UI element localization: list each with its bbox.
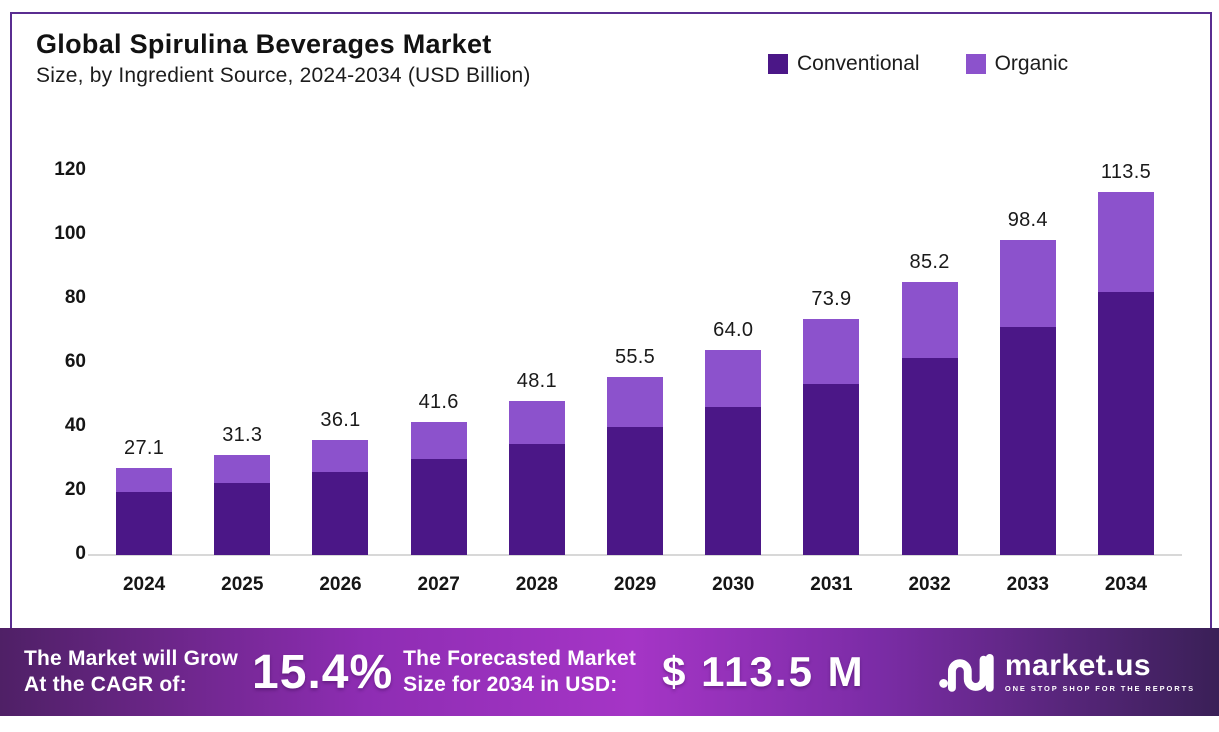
y-axis: 0 20 40 60 80 100 120 [30,0,86,620]
legend-item-conventional: Conventional [768,52,920,76]
bar-2027-organic-segment [410,421,467,459]
bar-2033: 98.4 [979,150,1077,555]
bar-2027: 41.6 [390,150,488,555]
bottom-banner: The Market will Grow At the CAGR of: 15.… [0,628,1219,716]
bar-2025-conventional-segment [214,482,271,555]
x-label-2032: 2032 [908,574,951,595]
cagr-label: The Market will Grow At the CAGR of: [24,646,239,696]
bar-2024-organic-segment [116,468,173,493]
page-title: Global Spirulina Beverages Market [36,29,492,59]
bar-2034-organic-segment [1097,191,1154,292]
y-tick-80: 80 [64,287,86,308]
y-tick-120: 120 [54,159,86,180]
bar-value-label-2027: 41.6 [418,390,459,413]
x-label-2034: 2034 [1104,574,1148,595]
bar-2034: 113.5 [1077,150,1175,555]
bar-2029: 55.5 [586,150,684,555]
bar-2024: 27.1 [95,150,193,555]
forecast-value: $ 113.5 M [662,648,865,695]
bar-2025: 31.3 [193,150,291,555]
x-axis-labels: 2024 2025 2026 2027 2028 2029 2030 2031 2032 2033… [95,574,1175,596]
bar-chart-plot-area: 27.1 31.3 36.1 41.6 48.1 55.5 64.0 73.9 85.2 98.4… [95,150,1175,555]
forecast-label: The Forecasted Market Size for 2034 in U… [403,646,637,696]
bar-value-label-2029: 55.5 [614,346,656,369]
y-tick-60: 60 [64,351,86,372]
y-tick-40: 40 [64,415,86,436]
conventional-swatch-icon [768,54,788,74]
x-label-2024: 2024 [122,574,166,595]
bar-2028: 48.1 [488,150,586,555]
y-tick-20: 20 [64,479,86,500]
bar-2026-conventional-segment [312,471,369,555]
bar-2032-conventional-segment [901,357,958,555]
bar-value-label-2026: 36.1 [320,408,361,431]
bar-2031: 73.9 [782,150,880,555]
bar-2029-organic-segment [607,377,664,427]
legend-label-conventional: Conventional [797,52,920,75]
x-label-2027: 2027 [417,574,460,595]
legend: Conventional Organic [768,52,1068,76]
bar-2025-organic-segment [214,454,271,483]
logo-tagline: ONE STOP SHOP FOR THE REPORTS [1004,684,1195,694]
x-label-2026: 2026 [319,574,362,595]
market-us-logo: market.us ONE STOP SHOP FOR THE REPORTS [937,647,1195,697]
logo-text-block: market.us ONE STOP SHOP FOR THE REPORTS [1005,651,1195,693]
bar-value-label-2024: 27.1 [124,437,165,460]
bar-value-label-2028: 48.1 [516,370,557,393]
bar-value-label-2033: 98.4 [1007,209,1048,232]
bar-2026-organic-segment [312,439,369,472]
bar-2027-conventional-segment [410,459,467,555]
bar-2024-conventional-segment [116,492,173,555]
bar-2033-organic-segment [999,240,1056,328]
bar-value-label-2031: 73.9 [811,287,852,310]
bar-2032: 85.2 [881,150,979,555]
bar-2032-organic-segment [901,282,958,358]
bar-2031-conventional-segment [803,383,860,555]
title-block: Global Spirulina Beverages Market Size, … [36,28,531,88]
bar-2031-organic-segment [803,318,860,384]
bar-2030-conventional-segment [705,406,762,555]
x-label-2031: 2031 [810,574,853,595]
bar-value-label-2034: 113.5 [1100,160,1151,183]
bar-value-label-2032: 85.2 [909,251,950,274]
bar-value-label-2025: 31.3 [222,423,263,446]
bar-2026: 36.1 [291,150,389,555]
cagr-value: 15.4% [252,645,394,699]
y-tick-100: 100 [54,223,86,244]
x-label-2033: 2033 [1006,574,1049,595]
logo-wordmark: market.us [1004,649,1152,683]
x-label-2029: 2029 [613,574,657,595]
bar-value-label-2030: 64.0 [713,319,754,342]
x-label-2025: 2025 [221,574,264,595]
bar-2033-conventional-segment [999,327,1056,555]
bar-2029-conventional-segment [607,426,664,555]
x-label-2028: 2028 [515,574,558,595]
organic-swatch-icon [965,54,986,74]
bar-2028-organic-segment [508,401,565,444]
bar-2030-organic-segment [705,350,762,407]
legend-label-organic: Organic [994,52,1069,75]
bar-2034-conventional-segment [1097,291,1154,555]
page-subtitle: Size, by Ingredient Source, 2024-2034 (U… [36,64,531,88]
x-axis-line [88,554,1182,556]
market-us-logo-icon [939,653,994,692]
bar-2028-conventional-segment [508,443,565,555]
y-tick-0: 0 [75,543,86,564]
bar-2030: 64.0 [684,150,782,555]
legend-item-organic: Organic [965,52,1069,76]
x-label-2030: 2030 [712,574,755,595]
